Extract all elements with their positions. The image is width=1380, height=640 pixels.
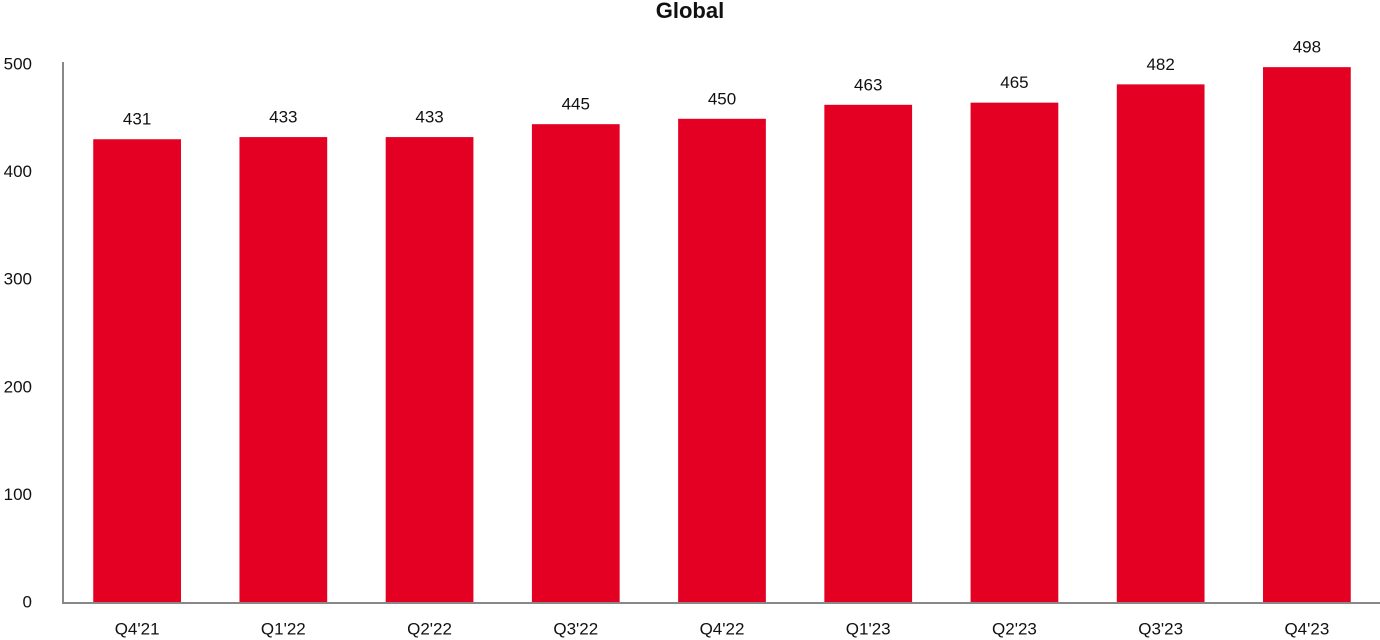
- x-tick-label: Q2'23: [992, 619, 1037, 638]
- bar: [385, 137, 474, 604]
- x-tick-label: Q1'22: [261, 619, 306, 638]
- value-label: 498: [1293, 38, 1321, 57]
- bar: [970, 102, 1059, 603]
- value-label: 445: [562, 95, 590, 114]
- value-label: 465: [1000, 73, 1028, 92]
- value-label: 431: [123, 110, 151, 129]
- bar: [678, 118, 766, 604]
- y-tick-label: 0: [23, 592, 32, 611]
- x-tick-label: Q4'23: [1284, 619, 1329, 638]
- value-label: 450: [708, 89, 736, 108]
- y-tick-label: 300: [4, 270, 32, 289]
- value-label: 433: [269, 108, 297, 127]
- chart-title: Global: [656, 0, 724, 23]
- x-tick-label: Q3'22: [553, 619, 598, 638]
- bar: [824, 104, 913, 603]
- value-label: 482: [1146, 55, 1174, 74]
- bar: [1116, 84, 1205, 604]
- x-tick-label: Q4'22: [700, 619, 745, 638]
- bar: [93, 139, 181, 603]
- y-tick-label: 200: [4, 377, 32, 396]
- value-label: 463: [854, 75, 882, 94]
- bar: [239, 137, 328, 604]
- y-tick-label: 500: [4, 54, 32, 73]
- y-tick-label: 100: [4, 485, 32, 504]
- value-label: 433: [415, 108, 443, 127]
- x-tick-label: Q1'23: [846, 619, 891, 638]
- x-tick-label: Q4'21: [115, 619, 160, 638]
- y-tick-label: 400: [4, 162, 32, 181]
- x-tick-label: Q3'23: [1138, 619, 1183, 638]
- x-tick-label: Q2'22: [407, 619, 452, 638]
- bar: [531, 124, 620, 604]
- bar: [1263, 67, 1351, 604]
